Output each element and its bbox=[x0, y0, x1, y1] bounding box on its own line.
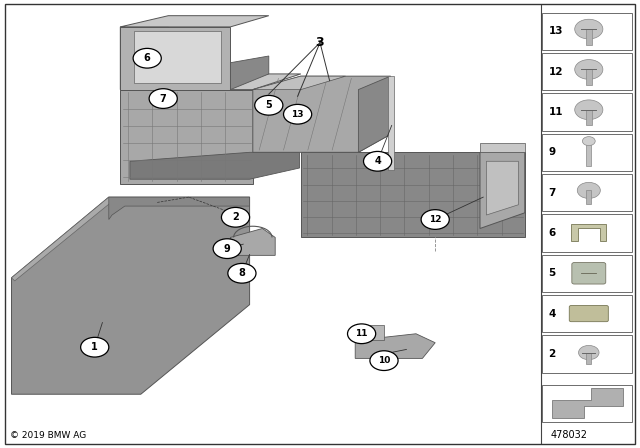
Bar bbox=[542, 134, 632, 171]
Polygon shape bbox=[130, 152, 300, 179]
Polygon shape bbox=[120, 27, 230, 90]
Polygon shape bbox=[134, 31, 221, 83]
Circle shape bbox=[284, 104, 312, 124]
Bar bbox=[542, 254, 632, 292]
Circle shape bbox=[575, 60, 603, 79]
Polygon shape bbox=[12, 197, 250, 394]
Polygon shape bbox=[230, 56, 269, 90]
Polygon shape bbox=[388, 76, 394, 170]
Bar bbox=[542, 335, 632, 373]
Text: 6: 6 bbox=[548, 228, 556, 238]
Circle shape bbox=[228, 263, 256, 283]
Circle shape bbox=[575, 100, 603, 120]
Circle shape bbox=[421, 210, 449, 229]
Text: 12: 12 bbox=[548, 67, 563, 77]
Text: 7: 7 bbox=[548, 188, 556, 198]
Polygon shape bbox=[230, 228, 275, 255]
Text: 2: 2 bbox=[232, 212, 239, 222]
Circle shape bbox=[582, 137, 595, 146]
Text: 2: 2 bbox=[548, 349, 556, 359]
Circle shape bbox=[579, 345, 599, 360]
Bar bbox=[542, 384, 632, 422]
Text: 9: 9 bbox=[548, 147, 556, 157]
Bar bbox=[586, 69, 592, 85]
Polygon shape bbox=[120, 27, 168, 90]
Circle shape bbox=[370, 351, 398, 370]
Polygon shape bbox=[120, 16, 269, 27]
Circle shape bbox=[577, 182, 600, 198]
Polygon shape bbox=[120, 74, 301, 90]
Polygon shape bbox=[109, 197, 250, 220]
Text: © 2019 BMW AG: © 2019 BMW AG bbox=[10, 431, 86, 440]
Text: 3: 3 bbox=[316, 36, 324, 49]
Text: 6: 6 bbox=[144, 53, 150, 63]
Circle shape bbox=[575, 19, 603, 39]
Text: 4: 4 bbox=[548, 309, 556, 319]
Text: 13: 13 bbox=[291, 110, 304, 119]
Circle shape bbox=[133, 48, 161, 68]
Circle shape bbox=[221, 207, 250, 227]
Polygon shape bbox=[552, 388, 623, 418]
Bar bbox=[542, 215, 632, 252]
Bar bbox=[542, 174, 632, 211]
Polygon shape bbox=[253, 76, 346, 90]
Circle shape bbox=[149, 89, 177, 108]
Polygon shape bbox=[253, 76, 390, 152]
Circle shape bbox=[255, 95, 283, 115]
Polygon shape bbox=[355, 325, 384, 340]
Text: 8: 8 bbox=[239, 268, 245, 278]
Bar bbox=[542, 295, 632, 332]
FancyBboxPatch shape bbox=[572, 263, 605, 284]
Text: 12: 12 bbox=[429, 215, 442, 224]
Text: 5: 5 bbox=[548, 268, 556, 278]
Bar bbox=[542, 53, 632, 90]
Text: 1: 1 bbox=[92, 342, 98, 352]
Bar bbox=[586, 141, 591, 166]
Circle shape bbox=[81, 337, 109, 357]
Bar bbox=[586, 29, 592, 45]
Bar bbox=[542, 13, 632, 50]
Polygon shape bbox=[301, 152, 525, 237]
Bar bbox=[586, 353, 591, 364]
Polygon shape bbox=[12, 197, 112, 281]
Polygon shape bbox=[120, 90, 253, 184]
Text: 9: 9 bbox=[224, 244, 230, 254]
Bar bbox=[586, 190, 591, 204]
Text: 5: 5 bbox=[266, 100, 272, 110]
Text: 11: 11 bbox=[355, 329, 368, 338]
Text: 13: 13 bbox=[548, 26, 563, 36]
Polygon shape bbox=[480, 143, 525, 152]
Polygon shape bbox=[571, 224, 607, 241]
Text: 10: 10 bbox=[378, 356, 390, 365]
FancyBboxPatch shape bbox=[570, 306, 608, 322]
Polygon shape bbox=[355, 334, 435, 358]
Polygon shape bbox=[480, 152, 525, 228]
Circle shape bbox=[348, 324, 376, 344]
Text: 478032: 478032 bbox=[550, 430, 588, 440]
Circle shape bbox=[364, 151, 392, 171]
Text: 7: 7 bbox=[160, 94, 166, 103]
Circle shape bbox=[213, 239, 241, 258]
Bar bbox=[586, 110, 592, 125]
Text: 11: 11 bbox=[548, 107, 563, 117]
Polygon shape bbox=[358, 76, 390, 152]
Text: 4: 4 bbox=[374, 156, 381, 166]
Bar bbox=[542, 94, 632, 131]
Polygon shape bbox=[486, 161, 518, 215]
